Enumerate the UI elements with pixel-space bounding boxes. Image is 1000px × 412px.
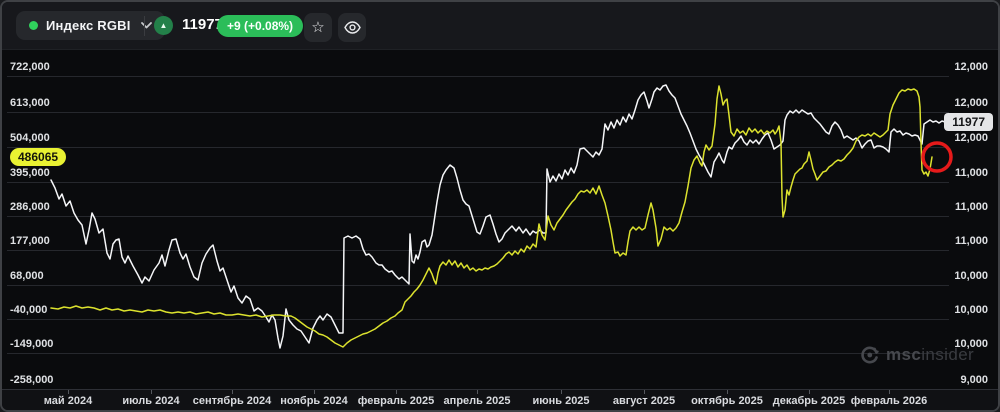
watermark-msc: msc xyxy=(886,345,922,364)
x-axis-tick xyxy=(314,390,315,394)
right-axis-tick-label: 10,000 xyxy=(954,304,988,316)
watermark: mscinsider xyxy=(860,345,974,365)
right-axis-tick-label: 12,000 xyxy=(954,132,988,144)
right-axis-tick-label: 10,000 xyxy=(954,270,988,282)
toolbar-divider xyxy=(144,16,145,36)
toolbar: Индекс RGBI ▲ 11977 +9 (+0.08%) ☆ xyxy=(2,2,998,50)
instrument-selector[interactable]: Индекс RGBI xyxy=(16,11,165,40)
x-axis-tick-label: октябрь 2025 xyxy=(691,395,763,407)
eye-icon xyxy=(343,21,361,34)
x-axis-tick xyxy=(889,390,890,394)
x-axis-tick-label: июль 2024 xyxy=(122,395,180,407)
right-axis-tick-label: 11,000 xyxy=(954,201,988,213)
left-axis-tick-label: 613,000 xyxy=(10,97,50,109)
change-badge: +9 (+0.08%) xyxy=(217,15,304,37)
right-axis-tick-label: 9,000 xyxy=(960,374,988,386)
trend-up-icon: ▲ xyxy=(154,16,173,35)
star-icon: ☆ xyxy=(311,19,325,36)
instrument-name: Индекс RGBI xyxy=(46,18,131,33)
chevron-down-icon xyxy=(140,22,152,29)
x-axis-tick-label: декабрь 2025 xyxy=(772,395,846,407)
x-axis-tick-label: июнь 2025 xyxy=(532,395,590,407)
change-text: +9 (+0.08%) xyxy=(227,19,294,33)
current-value-badge-line-white: 11977 xyxy=(944,113,993,131)
x-axis-tick-label: сентябрь 2024 xyxy=(192,395,272,407)
up-triangle-glyph: ▲ xyxy=(159,20,168,30)
series-line-white xyxy=(50,84,948,349)
x-axis-tick-label: февраль 2026 xyxy=(850,395,928,407)
x-axis-tick xyxy=(396,390,397,394)
left-axis-tick-label: 68,000 xyxy=(10,270,44,282)
left-axis-tick-label: 395,000 xyxy=(10,167,50,179)
x-axis-tick xyxy=(68,390,69,394)
left-axis-tick-label: 177,000 xyxy=(10,235,50,247)
right-axis-tick-label: 12,000 xyxy=(954,97,988,109)
left-axis-tick-label: -149,000 xyxy=(10,338,54,350)
x-axis-tick-label: август 2025 xyxy=(612,395,676,407)
mscinsider-logo-icon xyxy=(861,346,879,364)
right-axis-tick-label: 11,000 xyxy=(954,167,988,179)
x-axis-tick xyxy=(644,390,645,394)
watermark-insider: insider xyxy=(921,345,975,364)
left-axis-tick-label: -258,000 xyxy=(10,374,54,386)
last-price: 11977 xyxy=(182,16,223,33)
left-axis-tick-label: 504,000 xyxy=(10,132,50,144)
right-axis-tick-label: 11,000 xyxy=(954,235,988,247)
x-axis-tick xyxy=(727,390,728,394)
left-axis-tick-label: 286,000 xyxy=(10,201,50,213)
watch-button[interactable] xyxy=(338,13,366,42)
current-value-badge-line-yellow: 486065 xyxy=(10,148,67,166)
watermark-text: mscinsider xyxy=(886,345,974,365)
left-axis-tick-label: 722,000 xyxy=(10,61,50,73)
status-dot-icon xyxy=(29,21,38,30)
series-line-yellow xyxy=(50,85,933,348)
x-axis-tick-label: февраль 2025 xyxy=(357,395,435,407)
right-axis-tick-label: 12,000 xyxy=(954,61,988,73)
x-axis-tick-label: май 2024 xyxy=(43,395,93,407)
x-axis-tick xyxy=(561,390,562,394)
x-axis-strip xyxy=(2,390,998,410)
x-axis-tick-label: апрель 2025 xyxy=(443,395,511,407)
right-axis-tick-label: 10,000 xyxy=(954,338,988,350)
x-axis-tick xyxy=(809,390,810,394)
left-axis-tick-label: -40,000 xyxy=(10,304,48,316)
favorite-button[interactable]: ☆ xyxy=(304,13,332,42)
x-axis-tick-label: ноябрь 2024 xyxy=(280,395,348,407)
x-axis-tick xyxy=(151,390,152,394)
highlight-circle-annotation xyxy=(921,141,953,173)
x-axis-tick xyxy=(477,390,478,394)
x-axis-tick xyxy=(232,390,233,394)
